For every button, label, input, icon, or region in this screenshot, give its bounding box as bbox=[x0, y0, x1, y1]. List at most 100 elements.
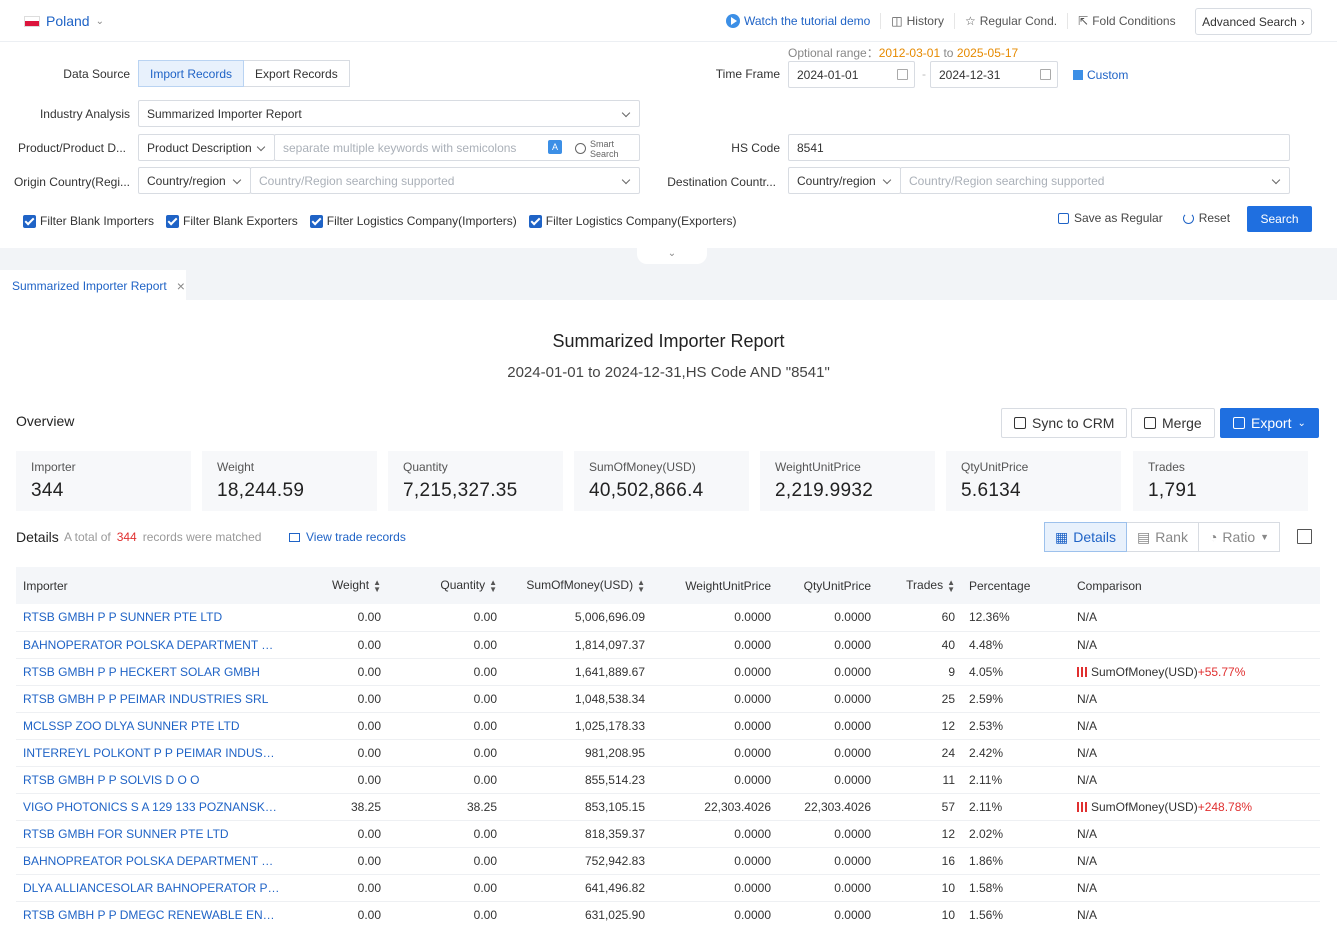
tab-label: Summarized Importer Report bbox=[12, 278, 167, 293]
comparison-cell: N/A bbox=[1077, 853, 1098, 868]
sum-of-money-cell: 631,025.90 bbox=[584, 907, 645, 922]
col-importer: Importer bbox=[23, 578, 68, 593]
save-regular-button[interactable]: Save as Regular bbox=[1058, 211, 1163, 225]
trades-cell: 60 bbox=[941, 610, 955, 625]
checkbox-label: Filter Logistics Company(Importers) bbox=[326, 214, 517, 228]
tab-summarized-importer-report[interactable]: Summarized Importer Report × bbox=[0, 270, 186, 301]
product-type-select[interactable]: Product Description bbox=[138, 134, 275, 161]
col-quantity[interactable]: Quantity ▲ ▼ bbox=[440, 577, 497, 594]
bar-chart-icon bbox=[1077, 801, 1087, 812]
product-label: Product/Product D... bbox=[17, 141, 126, 155]
custom-date-button[interactable]: Custom bbox=[1073, 68, 1128, 82]
filter-logistics-importers-checkbox[interactable]: Filter Logistics Company(Importers) bbox=[309, 214, 517, 228]
history-link[interactable]: ◫ History bbox=[881, 13, 955, 29]
weight-unit-price-cell: 0.0000 bbox=[734, 826, 771, 841]
translate-icon[interactable]: A bbox=[548, 140, 562, 154]
reset-button[interactable]: Reset bbox=[1182, 211, 1230, 225]
hs-code-input[interactable]: 8541 bbox=[788, 134, 1290, 161]
weight-unit-price-cell: 0.0000 bbox=[734, 691, 771, 706]
importer-table: Importer Weight ▲ ▼ Quantity ▲ ▼ SumOfMoney(… bbox=[16, 567, 1320, 926]
fold-conditions-label: Fold Conditions bbox=[1092, 14, 1176, 28]
importer-cell[interactable]: VIGO PHOTONICS S A 129 133 POZNANSKA ST … bbox=[23, 799, 288, 814]
weight-cell: 0.00 bbox=[357, 826, 381, 841]
importer-cell[interactable]: RTSB GMBH P P DMEGC RENEWABLE ENERGY ... bbox=[23, 907, 288, 922]
filter-logistics-exporters-checkbox[interactable]: Filter Logistics Company(Exporters) bbox=[528, 214, 737, 228]
custom-icon bbox=[1073, 70, 1083, 80]
importer-cell[interactable]: BAHNOPREATOR POLSKA DEPARTMENT MALA... bbox=[23, 853, 288, 868]
collapse-filters-button[interactable]: ⌄ bbox=[637, 248, 707, 264]
quantity-cell: 0.00 bbox=[473, 826, 497, 841]
filter-checkboxes: Filter Blank Importers Filter Blank Expo… bbox=[23, 214, 737, 228]
importer-cell[interactable]: DLYA ALLIANCESOLAR BAHNOPERATOR POLSK... bbox=[23, 880, 288, 895]
smart-search-button[interactable]: Smart Search bbox=[575, 137, 640, 160]
importer-cell[interactable]: RTSB GMBH P P SUNNER PTE LTD bbox=[23, 610, 223, 625]
fullscreen-icon[interactable] bbox=[1297, 529, 1312, 544]
chevron-down-icon: ⌄ bbox=[1297, 417, 1306, 429]
rank-view-button[interactable]: ▤ Rank bbox=[1127, 522, 1199, 552]
destination-type-select[interactable]: Country/region bbox=[788, 167, 901, 194]
export-button[interactable]: Export ⌄ bbox=[1220, 408, 1319, 438]
destination-type-value: Country/region bbox=[797, 173, 876, 188]
regular-cond-link[interactable]: ☆ Regular Cond. bbox=[955, 13, 1069, 29]
importer-cell[interactable]: RTSB GMBH P P SOLVIS D O O bbox=[23, 772, 200, 787]
origin-type-select[interactable]: Country/region bbox=[138, 167, 251, 194]
comparison-metric: SumOfMoney(USD) bbox=[1091, 799, 1198, 814]
advanced-search-button[interactable]: Advanced Search › bbox=[1195, 8, 1312, 35]
qty-unit-price-cell: 0.0000 bbox=[834, 745, 871, 760]
importer-cell[interactable]: MCLSSP ZOO DLYA SUNNER PTE LTD bbox=[23, 718, 240, 733]
fold-icon: ⇱ bbox=[1078, 14, 1089, 28]
chevron-down-icon bbox=[256, 142, 266, 152]
trades-cell: 11 bbox=[942, 772, 955, 787]
chevron-down-icon bbox=[1271, 175, 1281, 185]
quantity-cell: 0.00 bbox=[473, 664, 497, 679]
fold-conditions-link[interactable]: ⇱ Fold Conditions bbox=[1068, 13, 1185, 29]
industry-analysis-select[interactable]: Summarized Importer Report bbox=[138, 100, 640, 127]
data-source-label: Data Source bbox=[63, 67, 130, 81]
col-weight[interactable]: Weight ▲ ▼ bbox=[331, 577, 381, 594]
col-trades[interactable]: Trades ▲ ▼ bbox=[906, 577, 955, 594]
checkbox-label: Filter Blank Exporters bbox=[183, 214, 298, 228]
ratio-view-button[interactable]: ◔ Ratio ▼ bbox=[1198, 522, 1281, 552]
importer-cell[interactable]: INTERREYL POLKONT P P PEIMAR INDUSTRIES … bbox=[23, 745, 288, 760]
date-from-value: 2024-01-01 bbox=[797, 67, 859, 82]
origin-country-label: Origin Country(Regi... bbox=[13, 175, 130, 189]
origin-country-input[interactable]: Country/Region searching supported bbox=[250, 167, 640, 194]
ratio-view-label: Ratio bbox=[1222, 529, 1256, 545]
date-from-input[interactable]: 2024-01-01 bbox=[788, 61, 915, 88]
importer-cell[interactable]: RTSB GMBH FOR SUNNER PTE LTD bbox=[23, 826, 229, 841]
sync-label: Sync to CRM bbox=[1032, 415, 1115, 431]
save-regular-label: Save as Regular bbox=[1074, 211, 1163, 225]
details-view-button[interactable]: ▦ Details bbox=[1044, 522, 1128, 552]
quantity-cell: 38.25 bbox=[466, 799, 497, 814]
importer-cell[interactable]: RTSB GMBH P P PEIMAR INDUSTRIES SRL bbox=[23, 691, 269, 706]
filter-blank-importers-checkbox[interactable]: Filter Blank Importers bbox=[23, 214, 154, 228]
custom-label: Custom bbox=[1087, 68, 1129, 82]
weight-cell: 0.00 bbox=[357, 880, 381, 895]
export-icon bbox=[1233, 417, 1245, 429]
search-button[interactable]: Search bbox=[1247, 206, 1312, 232]
destination-country-input[interactable]: Country/Region searching supported bbox=[900, 167, 1290, 194]
weight-unit-price-cell: 0.0000 bbox=[734, 745, 771, 760]
importer-cell[interactable]: RTSB GMBH P P HECKERT SOLAR GMBH bbox=[23, 664, 260, 679]
close-icon[interactable]: × bbox=[176, 277, 185, 294]
quantity-cell: 0.00 bbox=[473, 880, 497, 895]
quantity-cell: 0.00 bbox=[473, 907, 497, 922]
comparison-change: +55.77% bbox=[1197, 664, 1246, 679]
chevron-right-icon: › bbox=[1300, 14, 1305, 29]
filter-blank-exporters-checkbox[interactable]: Filter Blank Exporters bbox=[166, 214, 298, 228]
import-records-tab[interactable]: Import Records bbox=[138, 60, 245, 87]
importer-cell[interactable]: BAHNOPERATOR POLSKA DEPARTMENT MALA... bbox=[23, 637, 288, 652]
country-selector[interactable]: Poland ⌄ bbox=[24, 13, 104, 29]
sync-crm-button[interactable]: Sync to CRM bbox=[1001, 408, 1128, 438]
stat-value: 2,219.9932 bbox=[775, 480, 874, 501]
stat-value: 7,215,327.35 bbox=[403, 480, 518, 501]
date-to-input[interactable]: 2024-12-31 bbox=[930, 61, 1058, 88]
table-row: RTSB GMBH P P SOLVIS D O O 0.00 0.00 855,51… bbox=[16, 766, 1320, 793]
col-sum-of-money[interactable]: SumOfMoney(USD) ▲ ▼ bbox=[526, 577, 645, 594]
tutorial-link[interactable]: Watch the tutorial demo bbox=[726, 13, 882, 29]
view-trade-records-link[interactable]: View trade records bbox=[289, 530, 406, 544]
sum-of-money-cell: 641,496.82 bbox=[584, 880, 645, 895]
merge-button[interactable]: Merge bbox=[1131, 408, 1215, 438]
export-records-tab[interactable]: Export Records bbox=[244, 60, 350, 87]
caret-down-icon: ▼ bbox=[1260, 532, 1270, 542]
